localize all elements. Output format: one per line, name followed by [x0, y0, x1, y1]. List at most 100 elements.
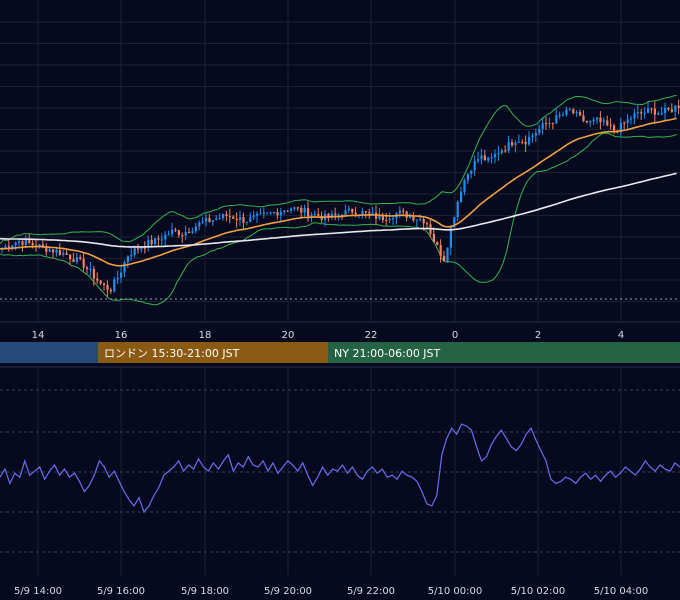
candle-body — [643, 112, 646, 114]
candle-body — [541, 123, 544, 129]
candle-body — [160, 239, 163, 241]
candle-body — [249, 217, 252, 222]
candle-body — [171, 229, 174, 235]
candle-body — [378, 215, 381, 219]
candle-body — [106, 284, 109, 290]
candle-body — [194, 226, 197, 232]
candle-body — [667, 107, 670, 110]
candle-body — [116, 277, 119, 280]
candle-body — [599, 117, 602, 122]
candle-body — [473, 160, 476, 171]
candle-body — [606, 120, 609, 126]
candle-body — [259, 213, 262, 215]
candle-body — [283, 210, 286, 212]
candle-body — [31, 242, 34, 246]
candle-body — [449, 227, 452, 248]
candle-body — [562, 114, 565, 116]
candle-body — [130, 254, 133, 257]
session-ny-label: NY 21:00-06:00 JST — [334, 347, 441, 360]
osc-x-tick-label: 5/9 22:00 — [347, 586, 395, 597]
candle-body — [630, 118, 633, 120]
candle-body — [402, 210, 405, 212]
candle-body — [381, 215, 384, 221]
candle-body — [167, 234, 170, 236]
candle-body — [89, 268, 92, 270]
session-london — [98, 342, 328, 363]
session-london-label: ロンドン 15:30-21:00 JST — [104, 347, 240, 360]
candle-body — [660, 112, 663, 114]
candle-body — [14, 242, 17, 246]
candle-body — [385, 220, 388, 222]
candle-body — [269, 212, 272, 214]
candle-body — [548, 122, 551, 124]
osc-x-tick-label: 5/9 16:00 — [97, 586, 145, 597]
candle-body — [361, 211, 364, 215]
candle-body — [191, 231, 194, 233]
candle-body — [177, 230, 180, 236]
session-ny — [328, 342, 680, 363]
candle-body — [477, 159, 480, 161]
session-bar: ロンドン 15:30-21:00 JST NY 21:00-06:00 JST — [0, 342, 680, 363]
oscillator-line — [0, 423, 680, 514]
price-x-tick-label: 2 — [535, 330, 541, 341]
candle-body — [494, 153, 497, 158]
candle-body — [313, 213, 316, 215]
candle-body — [347, 208, 350, 211]
candle-body — [24, 239, 27, 245]
candle-body — [677, 105, 680, 108]
price-x-tick-label: 18 — [199, 330, 212, 341]
candle-body — [436, 242, 439, 246]
candle-body — [21, 241, 24, 245]
candle-body — [228, 216, 231, 218]
candle-body — [602, 120, 605, 122]
candle-body — [184, 231, 187, 236]
price-x-tick-label: 4 — [618, 330, 624, 341]
bollinger-upper-band — [0, 94, 677, 245]
candle-body — [290, 208, 293, 211]
candle-body — [147, 239, 150, 248]
candle-body — [453, 216, 456, 228]
price-time-axis: 14 16 18 20 22 0 2 4 — [32, 330, 625, 341]
candle-body — [613, 125, 616, 131]
candle-body — [41, 244, 44, 247]
candle-body — [69, 254, 72, 260]
candle-body — [232, 216, 235, 219]
candle-body — [310, 214, 313, 217]
candle-body — [483, 155, 486, 161]
candle-body — [157, 238, 160, 240]
candle-body — [307, 208, 310, 217]
candle-body — [589, 121, 592, 123]
candle-body — [266, 212, 269, 214]
candle-body — [565, 109, 568, 115]
candle-body — [371, 212, 374, 214]
oscillator-time-axis: 5/9 14:00 5/9 16:00 5/9 18:00 5/9 20:00 5/9 … — [14, 586, 648, 597]
price-x-tick-label: 0 — [452, 330, 458, 341]
price-x-tick-label: 14 — [32, 330, 45, 341]
candle-body — [432, 233, 435, 243]
candle-body — [572, 109, 575, 114]
candle-body — [439, 245, 442, 256]
candle-body — [443, 255, 446, 262]
candle-body — [368, 212, 371, 214]
candle-body — [388, 218, 391, 221]
candle-body — [79, 257, 82, 259]
candle-body — [154, 238, 157, 245]
candle-body — [334, 213, 337, 215]
candle-body — [354, 212, 357, 215]
candle-body — [99, 280, 102, 284]
candle-body — [426, 223, 429, 225]
candle-body — [619, 122, 622, 133]
candle-body — [327, 213, 330, 218]
candle-body — [490, 157, 493, 159]
candle-body — [28, 239, 31, 243]
candle-body — [568, 109, 571, 111]
candle-body — [143, 247, 146, 249]
candle-body — [653, 108, 656, 115]
candle-body — [500, 150, 503, 154]
candle-body — [218, 218, 221, 220]
candle-body — [286, 210, 289, 212]
candle-body — [273, 212, 276, 214]
candle-body — [521, 141, 524, 143]
